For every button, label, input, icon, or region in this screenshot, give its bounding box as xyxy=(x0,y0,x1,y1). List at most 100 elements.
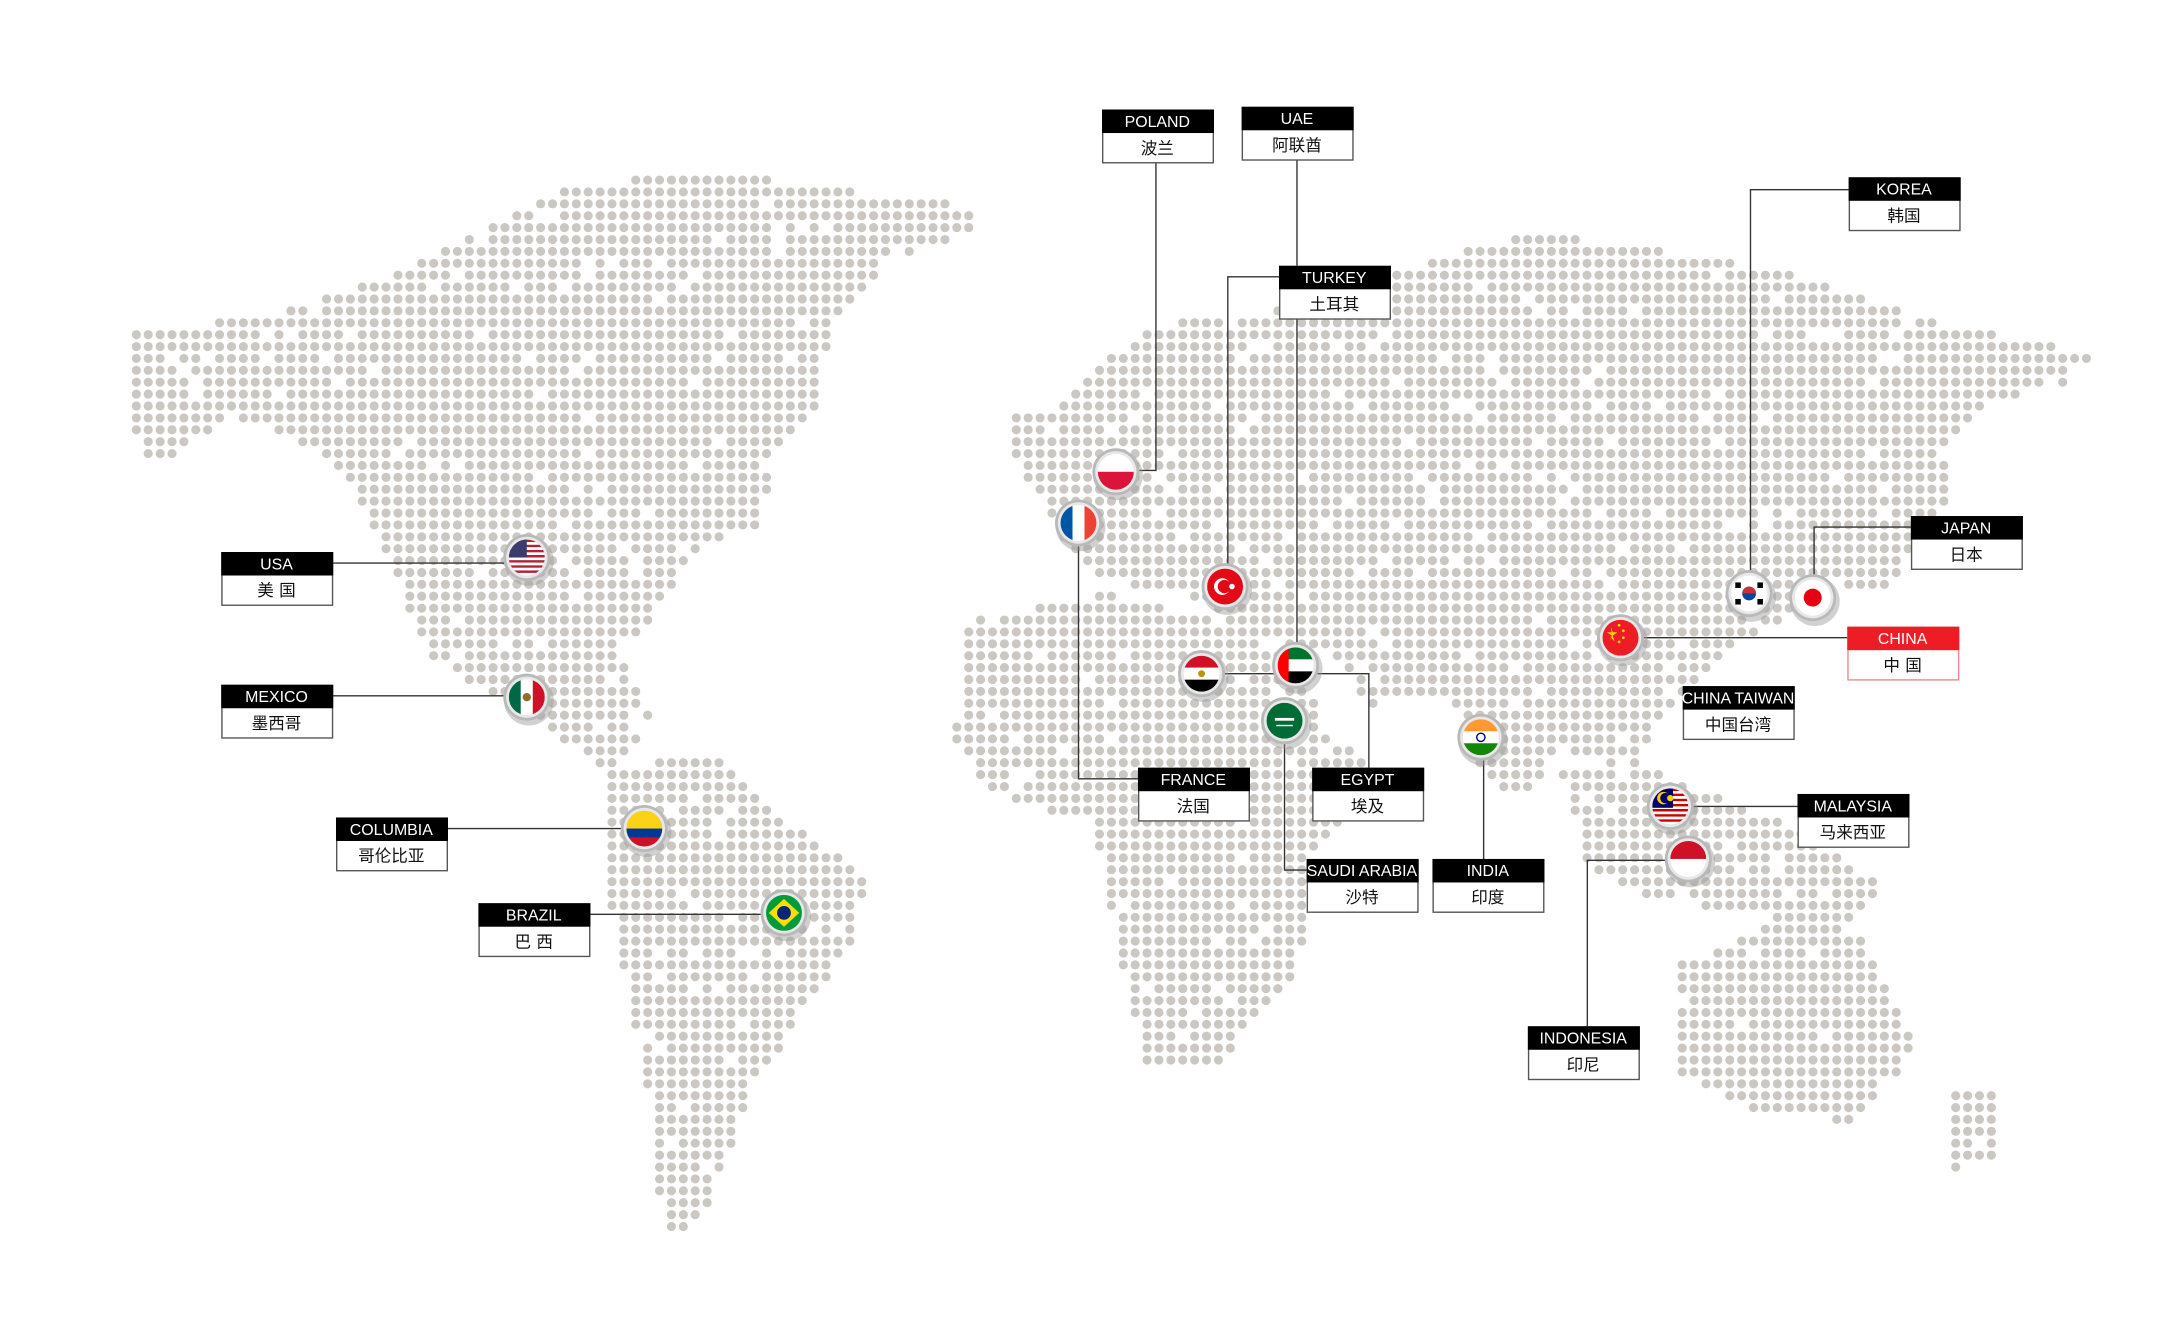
map-dot xyxy=(452,413,462,423)
map-dot xyxy=(524,282,534,292)
map-dot xyxy=(1713,341,1723,352)
map-dot xyxy=(1558,710,1568,720)
map-dot xyxy=(1106,710,1116,720)
map-dot xyxy=(464,615,474,625)
map-dot xyxy=(1570,389,1580,399)
map-dot xyxy=(1951,425,1961,435)
map-dot xyxy=(702,912,712,922)
map-dot xyxy=(1963,353,1973,363)
map-dot xyxy=(1725,556,1735,566)
map-dot xyxy=(1237,413,1247,423)
map-dot xyxy=(607,888,617,899)
map-dot xyxy=(405,365,415,375)
map-dot xyxy=(1439,282,1449,292)
map-dot xyxy=(869,199,879,209)
map-dot xyxy=(1546,591,1556,601)
map-dot xyxy=(500,353,510,363)
map-dot xyxy=(1142,924,1152,934)
map-dot xyxy=(476,591,486,601)
map-dot xyxy=(1534,270,1545,280)
map-dot xyxy=(1558,318,1568,328)
map-dot xyxy=(1558,615,1568,625)
map-dot xyxy=(1273,817,1283,827)
map-dot xyxy=(1178,389,1188,399)
map-dot xyxy=(191,413,201,423)
map-dot xyxy=(773,841,784,851)
map-dot xyxy=(1534,603,1545,613)
map-dot xyxy=(250,353,260,363)
map-dot xyxy=(215,318,225,328)
map-dot xyxy=(750,306,760,316)
map-dot xyxy=(1439,330,1449,340)
map-dot xyxy=(1154,413,1164,423)
map-dot xyxy=(1059,686,1069,696)
map-dot xyxy=(1630,413,1640,423)
map-dot xyxy=(773,413,784,423)
map-dot xyxy=(1784,829,1794,839)
map-dot xyxy=(1130,496,1140,506)
map-dot xyxy=(1618,829,1628,839)
map-dot xyxy=(547,460,558,471)
map-dot xyxy=(1986,353,1996,363)
map-dot xyxy=(726,484,736,494)
map-dot xyxy=(595,425,605,435)
map-dot xyxy=(1392,353,1402,363)
map-dot xyxy=(1297,389,1307,399)
map-dot xyxy=(1618,460,1628,471)
map-dot xyxy=(1273,330,1283,340)
map-dot xyxy=(262,365,272,375)
map-dot xyxy=(1820,936,1830,946)
map-dot xyxy=(452,365,462,375)
map-dot xyxy=(547,615,558,625)
map-dot xyxy=(1178,936,1188,946)
map-dot xyxy=(1796,556,1806,566)
map-dot xyxy=(619,318,629,328)
map-dot xyxy=(1653,318,1663,328)
map-dot xyxy=(702,472,712,482)
map-dot xyxy=(1201,472,1212,482)
map-dot xyxy=(1737,805,1747,815)
map-dot xyxy=(429,544,439,554)
map-dot xyxy=(1606,389,1616,399)
map-dot xyxy=(1130,912,1140,922)
map-dot xyxy=(619,211,629,221)
map-dot xyxy=(821,294,831,304)
map-dot xyxy=(1653,448,1663,459)
map-dot xyxy=(690,496,700,506)
map-dot xyxy=(476,520,486,530)
map-dot xyxy=(1130,341,1140,352)
map-dot xyxy=(1606,793,1616,803)
map-dot xyxy=(666,448,676,459)
map-dot xyxy=(1451,294,1461,304)
map-dot xyxy=(583,698,593,708)
map-dot xyxy=(1011,793,1021,803)
map-dot xyxy=(1285,817,1295,827)
map-dot xyxy=(2058,377,2068,387)
map-dot xyxy=(2058,365,2068,375)
map-dot xyxy=(429,437,439,447)
map-dot xyxy=(1118,389,1128,399)
map-dot xyxy=(1344,567,1354,578)
map-dot xyxy=(1285,437,1295,447)
map-dot xyxy=(1570,401,1580,411)
map-dot xyxy=(1118,377,1128,387)
map-dot xyxy=(1237,912,1247,922)
map-dot xyxy=(678,306,688,316)
map-dot xyxy=(1606,781,1616,792)
map-dot xyxy=(654,567,665,578)
map-dot xyxy=(595,734,605,744)
map-dot xyxy=(500,425,510,435)
map-dot xyxy=(1416,674,1426,685)
map-dot xyxy=(250,389,260,399)
map-dot xyxy=(1094,591,1105,601)
map-dot xyxy=(987,770,998,780)
map-dot xyxy=(1392,591,1402,601)
map-dot xyxy=(1059,603,1069,613)
map-dot xyxy=(1308,365,1319,375)
map-dot xyxy=(1665,377,1675,387)
map-dot xyxy=(536,437,546,447)
map-dot xyxy=(226,401,237,411)
map-dot xyxy=(821,865,831,875)
map-dot xyxy=(773,877,784,887)
map-dot xyxy=(155,401,165,411)
